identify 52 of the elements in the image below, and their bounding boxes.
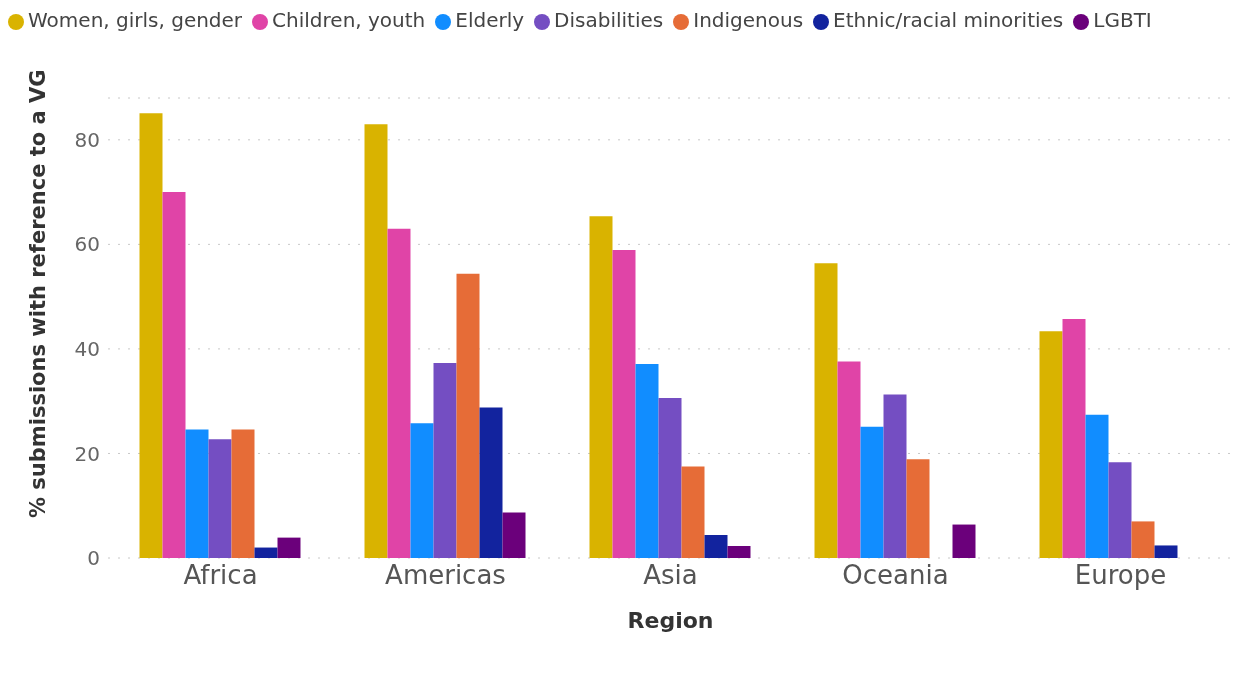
bar (433, 363, 457, 558)
bar (162, 192, 186, 558)
bar (612, 250, 636, 558)
bar (589, 216, 613, 558)
y-tick-label: 20 (74, 441, 100, 466)
legend-label: Disabilities (554, 8, 664, 32)
bar (883, 394, 907, 558)
bar (906, 459, 930, 558)
bar (704, 535, 728, 558)
bar (635, 364, 659, 558)
bar (658, 398, 682, 558)
bar (479, 407, 503, 558)
x-tick-label: Oceania (842, 560, 949, 591)
bar (1154, 545, 1178, 558)
bar (277, 537, 301, 558)
bar (1131, 521, 1155, 558)
x-tick-label: Europe (1074, 560, 1167, 591)
bar (139, 113, 163, 558)
bar (208, 439, 232, 558)
legend-label: LGBTI (1093, 8, 1152, 32)
bar (254, 547, 278, 558)
bar (387, 228, 411, 558)
y-tick-label: 60 (74, 232, 100, 257)
bar (837, 361, 861, 558)
x-tick-label: Americas (385, 560, 506, 591)
legend-label: Children, youth (272, 8, 426, 32)
bar (1108, 462, 1132, 558)
bar (410, 423, 434, 558)
bar (681, 466, 705, 558)
x-axis-title: Region (627, 608, 714, 633)
legend-label: Elderly (455, 8, 525, 32)
bar (185, 429, 209, 558)
y-tick-label: 40 (74, 337, 100, 362)
bar (952, 524, 976, 558)
bar (456, 273, 480, 558)
bar (1039, 331, 1063, 558)
bar (727, 545, 751, 558)
y-tick-label: 80 (74, 127, 100, 152)
legend-label: Indigenous (693, 8, 804, 32)
bar (1085, 414, 1109, 558)
x-tick-label: Asia (643, 560, 698, 591)
legend-label: Women, girls, gender (28, 8, 243, 32)
x-tick-label: Africa (183, 560, 258, 591)
y-tick-label: 0 (87, 546, 100, 571)
bar (364, 124, 388, 558)
y-axis-title: % submissions with reference to a VG (26, 69, 51, 518)
legend-label: Ethnic/racial minorities (833, 8, 1064, 32)
bar (1062, 319, 1086, 558)
bar (860, 426, 884, 558)
bar (502, 512, 526, 558)
bar (231, 429, 255, 558)
bar (814, 263, 838, 558)
